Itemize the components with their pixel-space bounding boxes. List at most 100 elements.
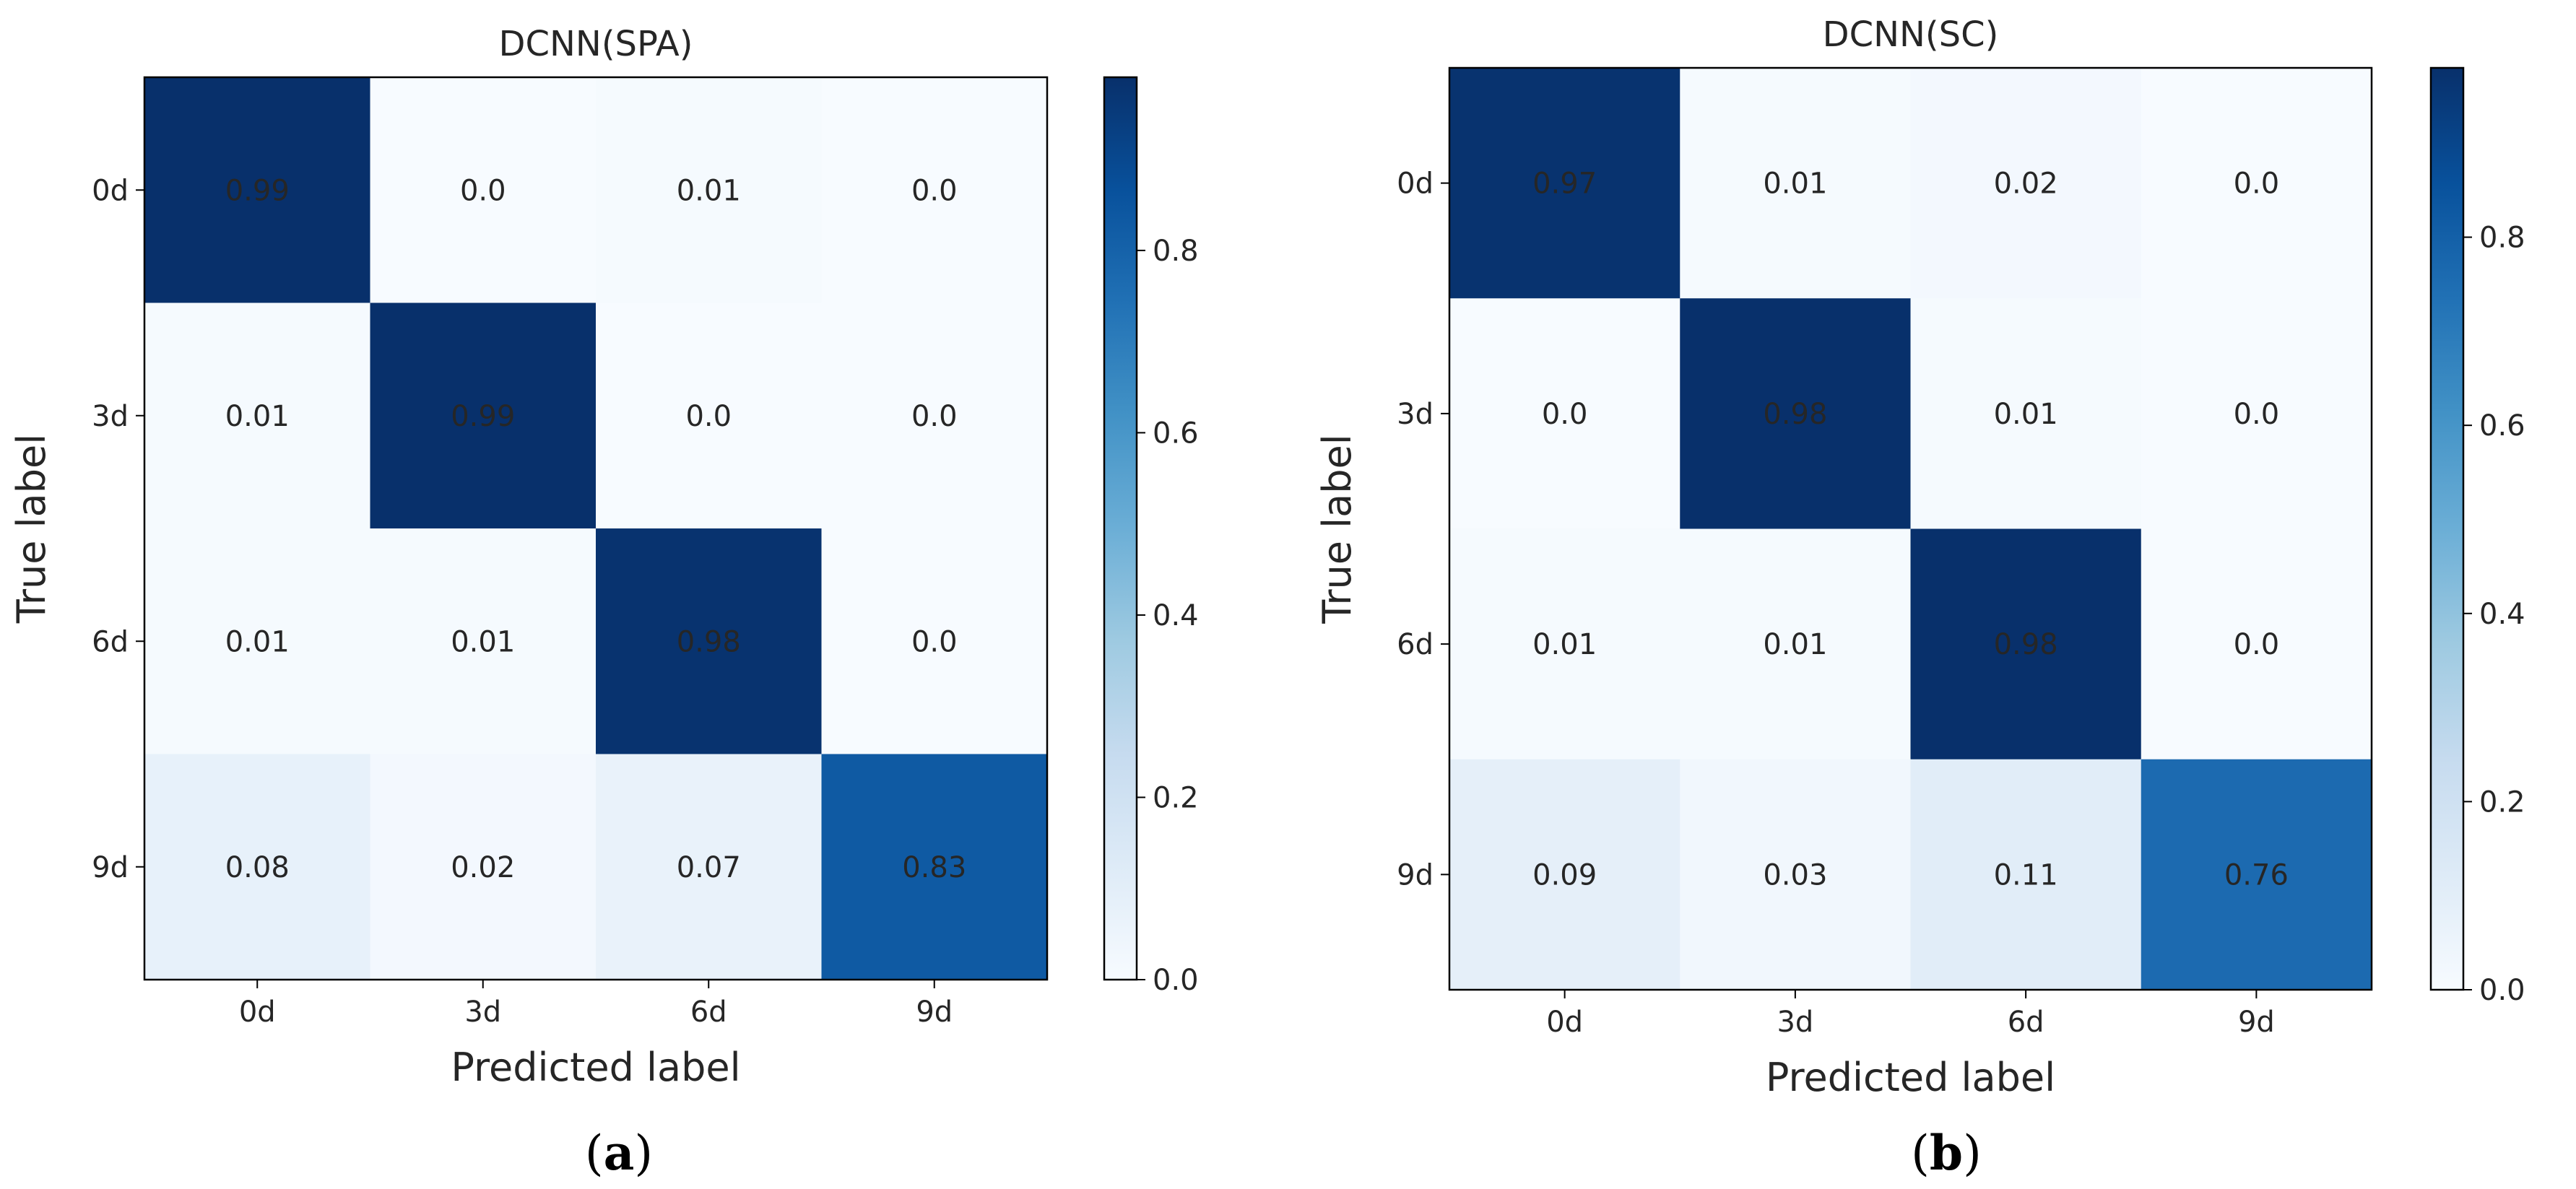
x-tick-label: 0d [239,996,276,1029]
heatmap-cell [370,302,597,529]
cell-value-label: 0.98 [1994,628,2058,661]
cell-value-label: 0.0 [911,400,958,433]
heatmap-cell [370,77,597,303]
chart-title: DCNN(SPA) [499,24,693,64]
colorbar-tick-label: 0.8 [2479,222,2525,255]
y-axis-label: True label [1314,434,1360,624]
heatmap-cell [144,528,370,754]
heatmap-cell [370,528,597,754]
x-axis-label: Predicted label [1766,1055,2055,1100]
colorbar-tick-label: 0.0 [1153,964,1199,997]
caption-prefix: ( [1911,1125,1930,1181]
cell-value-label: 0.02 [451,851,515,884]
heatmap-cell [1449,298,1681,529]
y-tick-label: 9d [1397,858,1434,892]
y-tick-label: 6d [1397,628,1434,661]
cell-value-label: 0.08 [225,851,290,884]
plot-frame [1448,66,2373,991]
cell-value-label: 0.07 [677,851,741,884]
heatmap-cell [2141,528,2372,760]
caption-letter: a [604,1125,635,1181]
panel-b: DCNN(SC) 0.97 0.01 0.02 0.0 0.0 0.98 0.01 0.0 0.0… [1314,14,2525,1181]
cell-value-label: 0.11 [1994,858,2058,892]
heatmap-cell [596,77,822,303]
heatmap-cell [596,528,822,754]
plot-frame [143,76,1049,981]
colorbar-tick-label: 0.4 [2479,598,2525,631]
heatmap-cell [1910,68,2142,299]
heatmap-cell [596,754,822,980]
cell-value-label: 0.98 [1763,398,1827,431]
y-tick-label: 6d [92,625,129,658]
y-tick-label: 9d [92,851,129,884]
heatmap-cell [821,302,1048,529]
y-tick-label: 0d [1397,167,1434,201]
cell-value-label: 0.01 [1763,167,1827,201]
heatmap-cell [2141,68,2372,299]
colorbar-frame [2429,66,2465,991]
heatmap-cell [144,302,370,529]
caption-letter: b [1930,1125,1963,1181]
colorbar-tick-label: 0.0 [2479,974,2525,1007]
cell-value-label: 0.0 [2234,398,2280,431]
heatmap-cell [1449,759,1681,990]
cell-value-label: 0.01 [1994,398,2058,431]
caption-suffix: ) [634,1125,653,1181]
heatmap-cell [1910,298,2142,529]
heatmap-cell [144,77,370,303]
heatmap-cell [144,754,370,980]
panel-caption: (a) [585,1125,653,1181]
cell-value-label: 0.0 [685,400,732,433]
colorbar-tick-label: 0.2 [1153,781,1199,814]
heatmap-cell [821,77,1048,303]
panel-caption: (b) [1911,1125,1982,1181]
y-tick-label: 0d [92,174,129,207]
x-tick-label: 6d [690,996,727,1029]
cell-value-label: 0.98 [677,625,741,658]
cell-value-label: 0.0 [2234,167,2280,201]
cell-value-label: 0.02 [1994,167,2058,201]
cell-value-label: 0.76 [2224,858,2289,892]
cell-value-label: 0.97 [1532,167,1597,201]
cell-value-label: 0.0 [1542,398,1588,431]
heatmap-cell [1680,759,1911,990]
cell-value-label: 0.01 [1763,628,1827,661]
heatmap-cell [821,754,1048,980]
caption-suffix: ) [1963,1125,1982,1181]
cell-value-label: 0.01 [225,400,290,433]
heatmap-cell [1680,528,1911,760]
colorbar-tick-label: 0.6 [1153,417,1199,450]
cell-value-label: 0.99 [451,400,515,433]
cell-value-label: 0.01 [451,625,515,658]
cell-value-label: 0.03 [1763,858,1827,892]
x-tick-label: 3d [1777,1006,1813,1039]
y-axis-label: True label [9,434,54,624]
cell-value-label: 0.01 [677,174,741,207]
colorbar-gradient [1104,77,1137,980]
heatmap-cell [1449,68,1681,299]
cell-value-label: 0.0 [460,174,506,207]
cell-value-label: 0.99 [225,174,290,207]
heatmap-cell [1910,528,2142,760]
cell-value-label: 0.01 [1532,628,1597,661]
cell-value-label: 0.0 [911,174,958,207]
heatmap-cell [821,528,1048,754]
heatmap-cell [1680,298,1911,529]
chart-title: DCNN(SC) [1823,14,1999,55]
heatmap-cell [1910,759,2142,990]
y-tick-label: 3d [92,400,129,433]
colorbar-tick-label: 0.6 [2479,409,2525,443]
colorbar-gradient [2431,68,2463,990]
heatmap-cell [596,302,822,529]
heatmap-cell [2141,759,2372,990]
heatmap-cell [1680,68,1911,299]
x-tick-label: 6d [2008,1006,2044,1039]
colorbar-tick-label: 0.8 [1153,235,1199,268]
x-axis-label: Predicted label [451,1045,740,1090]
colorbar-frame [1103,76,1138,981]
panel-a: DCNN(SPA) 0.99 0.0 0.01 0.0 0.01 0.99 0.0 0.0 0.0… [9,24,1199,1181]
heatmap-cell [370,754,597,980]
x-tick-label: 3d [464,996,501,1029]
cell-value-label: 0.83 [902,851,966,884]
